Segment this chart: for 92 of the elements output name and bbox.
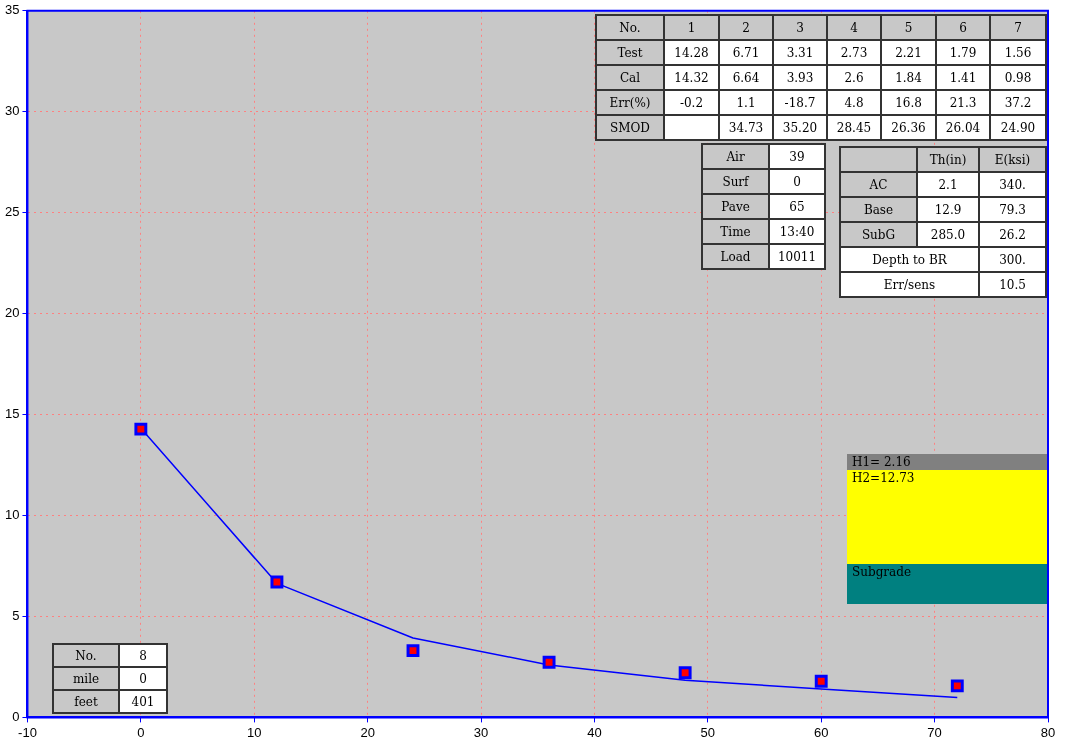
annotation: No. bbox=[53, 644, 119, 667]
x-tick-label: 40 bbox=[587, 724, 602, 740]
y-tick-label: 15 bbox=[4, 406, 20, 422]
layer-diagram: H1= 2.16 H2=12.73 Subgrade bbox=[847, 454, 1047, 604]
annotation: 21.3 bbox=[936, 90, 990, 115]
annotation: H1= 2.16 bbox=[847, 454, 1047, 470]
annotation: 2 bbox=[719, 15, 773, 40]
y-tick-label: 30 bbox=[4, 103, 20, 119]
annotation: 14.28 bbox=[664, 40, 719, 65]
annotation: 4.8 bbox=[827, 90, 881, 115]
annotation: Base bbox=[840, 197, 917, 222]
annotation: 3 bbox=[773, 15, 827, 40]
annotation: 7 bbox=[990, 15, 1046, 40]
x-tick-label: 80 bbox=[1040, 724, 1056, 740]
annotation: SubG bbox=[840, 222, 917, 247]
annotation: No. bbox=[596, 15, 664, 40]
annotation: Err(%) bbox=[596, 90, 664, 115]
annotation: 3.31 bbox=[773, 40, 827, 65]
x-tick-label: 50 bbox=[700, 724, 716, 740]
x-tick-label: -10 bbox=[18, 724, 37, 740]
y-tick-label: 20 bbox=[4, 305, 20, 321]
annotation: 26.04 bbox=[936, 115, 990, 140]
annotation: 14.32 bbox=[664, 65, 719, 90]
annotation: feet bbox=[53, 690, 119, 713]
annotation: Load bbox=[702, 244, 769, 269]
annotation: 2.1 bbox=[917, 172, 979, 197]
annotation: -18.7 bbox=[773, 90, 827, 115]
annotation: 35.20 bbox=[773, 115, 827, 140]
annotation: 6 bbox=[936, 15, 990, 40]
annotation: SMOD bbox=[596, 115, 664, 140]
y-tick-label: 10 bbox=[4, 507, 20, 523]
annotation: Test bbox=[596, 40, 664, 65]
annotation: 39 bbox=[769, 144, 825, 169]
annotation: Pave bbox=[702, 194, 769, 219]
annotation: 12.9 bbox=[917, 197, 979, 222]
x-tick-label: 70 bbox=[927, 724, 942, 740]
annotation: AC bbox=[840, 172, 917, 197]
annotation: 4 bbox=[827, 15, 881, 40]
annotation: 16.8 bbox=[881, 90, 936, 115]
annotation: Depth to BR bbox=[840, 247, 979, 272]
annotation: 37.2 bbox=[990, 90, 1046, 115]
annotation: 401 bbox=[119, 690, 167, 713]
annotation: 0.98 bbox=[990, 65, 1046, 90]
x-tick-label: 30 bbox=[473, 724, 489, 740]
annotation: 0 bbox=[769, 169, 825, 194]
annotation: 0 bbox=[119, 667, 167, 690]
annotation: 8 bbox=[119, 644, 167, 667]
annotation: 34.73 bbox=[719, 115, 773, 140]
x-tick-label: 20 bbox=[360, 724, 375, 740]
annotation: Cal bbox=[596, 65, 664, 90]
y-tick-label: 35 bbox=[4, 2, 20, 18]
annotation: 24.90 bbox=[990, 115, 1046, 140]
annotation: 13:40 bbox=[769, 219, 825, 244]
annotation: Air bbox=[702, 144, 769, 169]
annotation: 10011 bbox=[769, 244, 825, 269]
annotation: mile bbox=[53, 667, 119, 690]
annotation: 5 bbox=[881, 15, 936, 40]
annotation: Subgrade bbox=[847, 564, 1047, 604]
annotation: -0.2 bbox=[664, 90, 719, 115]
annotation: 3.93 bbox=[773, 65, 827, 90]
annotation: 1.84 bbox=[881, 65, 936, 90]
annotation: 26.2 bbox=[979, 222, 1046, 247]
y-tick-label: 5 bbox=[12, 608, 20, 624]
annotation: 26.36 bbox=[881, 115, 936, 140]
annotation: Time bbox=[702, 219, 769, 244]
annotation: Surf bbox=[702, 169, 769, 194]
annotation: E(ksi) bbox=[979, 147, 1046, 172]
annotation: 6.71 bbox=[719, 40, 773, 65]
x-tick-label: 10 bbox=[247, 724, 262, 740]
annotation: 1.1 bbox=[719, 90, 773, 115]
annotation: 340. bbox=[979, 172, 1046, 197]
annotation: 1 bbox=[664, 15, 719, 40]
annotation: 2.21 bbox=[881, 40, 936, 65]
x-tick-label: 60 bbox=[813, 724, 829, 740]
annotation: 2.6 bbox=[827, 65, 881, 90]
annotation: 300. bbox=[979, 247, 1046, 272]
annotation: 1.56 bbox=[990, 40, 1046, 65]
annotation: 28.45 bbox=[827, 115, 881, 140]
x-tick-label: 0 bbox=[137, 724, 145, 740]
annotation: 1.41 bbox=[936, 65, 990, 90]
y-tick-label: 0 bbox=[12, 708, 20, 724]
annotation: 6.64 bbox=[719, 65, 773, 90]
annotation: 10.5 bbox=[979, 272, 1046, 297]
annotation: 79.3 bbox=[979, 197, 1046, 222]
y-tick-label: 25 bbox=[4, 204, 20, 220]
annotation: 285.0 bbox=[917, 222, 979, 247]
annotation: 2.73 bbox=[827, 40, 881, 65]
annotation: 1.79 bbox=[936, 40, 990, 65]
annotation: 65 bbox=[769, 194, 825, 219]
annotation: Err/sens bbox=[840, 272, 979, 297]
annotation: H2=12.73 bbox=[847, 470, 1047, 564]
annotation: Th(in) bbox=[917, 147, 979, 172]
